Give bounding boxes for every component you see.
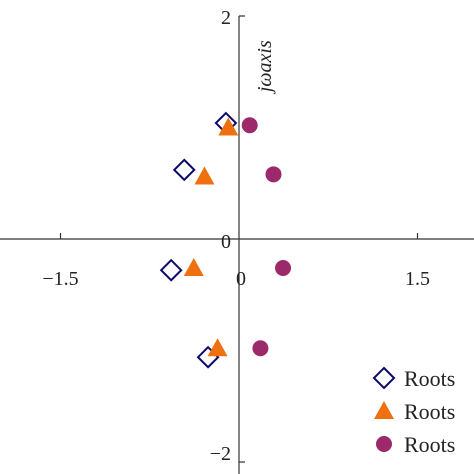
tick-labels: −1.5 0 1.5 2 0 −2 jωaxis [42, 7, 430, 465]
triangle-point [183, 257, 204, 276]
legend-diamond-marker [372, 366, 396, 390]
circle-point [241, 117, 258, 134]
legend-triangle-marker [374, 401, 394, 419]
circle-point [275, 259, 292, 276]
circle-point [265, 166, 282, 183]
x-tick-label: 1.5 [405, 268, 430, 290]
y-axis-label: jωaxis [254, 40, 276, 95]
y-tick-label: 0 [221, 231, 231, 253]
x-tick-label: 0 [236, 268, 246, 290]
triangle-point [194, 166, 215, 185]
triangle-point [207, 338, 228, 357]
axes [0, 15, 474, 474]
diamond-point [159, 258, 183, 282]
diamond-point [172, 158, 196, 182]
circle-point [252, 340, 269, 357]
legend: Roots Roots Roots [372, 366, 455, 457]
legend-label: Roots [404, 366, 455, 391]
x-tick-label: −1.5 [42, 268, 78, 290]
data-points [159, 111, 292, 369]
y-tick-label: 2 [221, 7, 231, 29]
legend-circle-marker [376, 436, 392, 452]
triangle-point [218, 117, 239, 136]
legend-label: Roots [404, 432, 455, 457]
legend-label: Roots [404, 399, 455, 424]
y-tick-label: −2 [210, 443, 231, 465]
